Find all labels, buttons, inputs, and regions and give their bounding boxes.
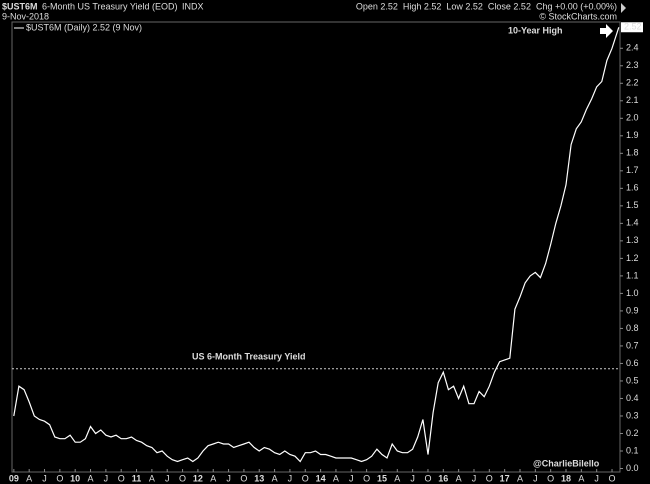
- y-tick-label: 0.7: [626, 340, 639, 350]
- x-tick-label: O: [424, 473, 431, 483]
- y-tick-label: 1.5: [626, 200, 639, 210]
- x-tick-label: A: [456, 473, 462, 483]
- x-tick-label: J: [42, 473, 47, 483]
- x-tick-label: O: [240, 473, 247, 483]
- x-tick-label: J: [533, 473, 538, 483]
- x-tick-label: J: [104, 473, 109, 483]
- y-tick-label: 2.4: [626, 43, 639, 53]
- quote: Open 2.52 High 2.52 Low 2.52 Close 2.52 …: [356, 1, 617, 11]
- x-tick-label: A: [578, 473, 584, 483]
- x-tick-label: A: [149, 473, 155, 483]
- date: 9-Nov-2018: [2, 11, 49, 21]
- y-tick-label: 0.5: [626, 375, 639, 385]
- x-tick-label: O: [179, 473, 186, 483]
- x-tick-label: O: [302, 473, 309, 483]
- x-tick-label: 13: [254, 473, 264, 483]
- y-tick-label: 0.6: [626, 358, 639, 368]
- annotation-high: 10-Year High: [508, 25, 563, 35]
- handle: @CharlieBilello: [533, 458, 600, 468]
- x-tick-label: A: [210, 473, 216, 483]
- x-tick-label: 16: [438, 473, 448, 483]
- y-tick-label: 0.2: [626, 428, 639, 438]
- x-tick-label: O: [609, 473, 616, 483]
- x-tick-label: A: [394, 473, 400, 483]
- symbol: $UST6M: [2, 1, 38, 11]
- x-tick-label: O: [56, 473, 63, 483]
- y-tick-label: 1.0: [626, 288, 639, 298]
- legend: $UST6M (Daily) 2.52 (9 Nov): [26, 22, 142, 32]
- quote-icon: [621, 3, 626, 13]
- annotation-title: US 6-Month Treasury Yield: [192, 351, 306, 361]
- x-tick-label: 12: [193, 473, 203, 483]
- x-tick-label: O: [486, 473, 493, 483]
- x-tick-label: J: [410, 473, 415, 483]
- series-name: 6-Month US Treasury Yield (EOD): [42, 1, 178, 11]
- x-tick-label: J: [594, 473, 599, 483]
- x-tick-label: 09: [9, 473, 19, 483]
- last-value-label: 2.52: [624, 22, 642, 32]
- y-tick-label: 1.1: [626, 270, 639, 280]
- y-tick-label: 2.0: [626, 113, 639, 123]
- x-tick-label: A: [88, 473, 94, 483]
- x-tick-label: 14: [316, 473, 326, 483]
- x-tick-label: 17: [500, 473, 510, 483]
- y-tick-label: 1.6: [626, 183, 639, 193]
- x-tick-label: J: [288, 473, 293, 483]
- x-tick-label: 11: [132, 473, 142, 483]
- y-tick-label: 0.0: [626, 463, 639, 473]
- y-tick-label: 1.4: [626, 218, 639, 228]
- arrow: [600, 24, 613, 38]
- y-tick-label: 0.1: [626, 445, 639, 455]
- y-tick-label: 0.4: [626, 393, 639, 403]
- x-tick-label: O: [547, 473, 554, 483]
- credit: © StockCharts.com: [539, 11, 617, 21]
- y-tick-label: 1.9: [626, 130, 639, 140]
- x-tick-label: 10: [70, 473, 80, 483]
- y-tick-label: 0.3: [626, 410, 639, 420]
- x-tick-label: J: [472, 473, 477, 483]
- x-tick-label: A: [333, 473, 339, 483]
- x-tick-label: J: [349, 473, 354, 483]
- y-tick-label: 1.8: [626, 148, 639, 158]
- y-tick-label: 1.2: [626, 253, 639, 263]
- series-line: [13, 27, 620, 463]
- y-tick-label: 0.8: [626, 323, 639, 333]
- x-tick-label: J: [165, 473, 170, 483]
- y-tick-label: 0.9: [626, 305, 639, 315]
- plot-frame: [11, 21, 621, 473]
- x-tick-label: 18: [561, 473, 571, 483]
- x-tick-label: A: [272, 473, 278, 483]
- exchange: INDX: [182, 1, 204, 11]
- x-tick-label: A: [26, 473, 32, 483]
- y-tick-label: 2.2: [626, 78, 639, 88]
- x-tick-label: J: [226, 473, 231, 483]
- y-tick-label: 1.3: [626, 235, 639, 245]
- x-tick-label: A: [517, 473, 523, 483]
- x-tick-label: O: [118, 473, 125, 483]
- x-tick-label: 15: [377, 473, 387, 483]
- y-tick-label: 1.7: [626, 165, 639, 175]
- y-tick-label: 2.1: [626, 95, 639, 105]
- last-value-box: [621, 22, 643, 33]
- x-tick-label: O: [363, 473, 370, 483]
- y-tick-label: 2.3: [626, 60, 639, 70]
